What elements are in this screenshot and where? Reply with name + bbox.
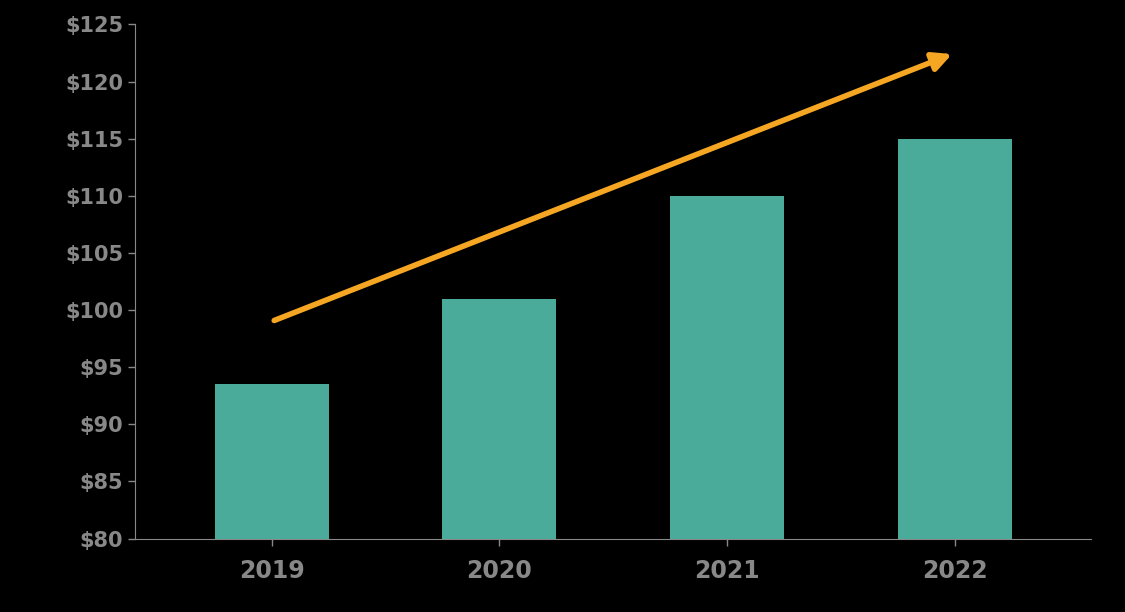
- Bar: [442, 299, 556, 539]
- Bar: [898, 139, 1011, 539]
- Bar: [215, 384, 328, 539]
- Bar: [670, 196, 784, 539]
